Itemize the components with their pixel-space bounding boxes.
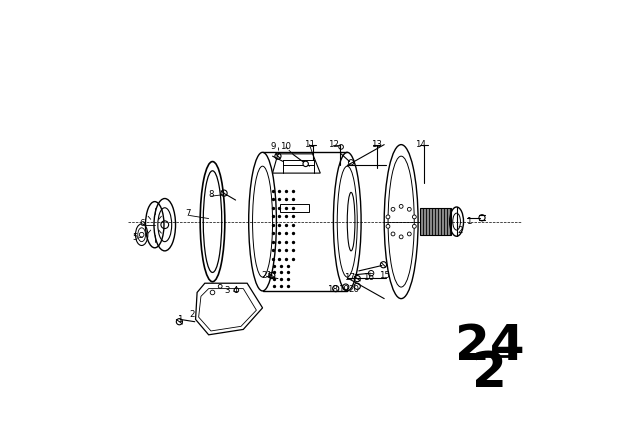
Text: 17: 17 — [344, 273, 355, 282]
Text: 2: 2 — [189, 310, 195, 319]
Text: 10: 10 — [280, 142, 291, 151]
Text: 18: 18 — [327, 285, 338, 294]
Text: 1: 1 — [177, 315, 183, 324]
Text: 24: 24 — [455, 323, 525, 370]
Text: 8: 8 — [208, 190, 214, 199]
Text: 4: 4 — [233, 286, 238, 295]
Text: 13: 13 — [371, 140, 382, 149]
Polygon shape — [420, 208, 451, 236]
Circle shape — [408, 207, 412, 211]
Text: 7: 7 — [185, 209, 191, 219]
Circle shape — [391, 207, 395, 211]
Text: 5: 5 — [132, 233, 138, 241]
Text: 9: 9 — [271, 142, 276, 151]
Text: 15: 15 — [379, 271, 390, 280]
Text: 3: 3 — [225, 286, 230, 295]
Text: 1: 1 — [466, 217, 472, 226]
Text: 12: 12 — [328, 140, 339, 149]
Text: 21: 21 — [261, 271, 272, 280]
Text: 16: 16 — [362, 273, 374, 282]
Polygon shape — [280, 204, 308, 211]
Circle shape — [408, 232, 412, 236]
Circle shape — [412, 224, 416, 228]
Text: 19: 19 — [338, 285, 349, 294]
Circle shape — [412, 215, 416, 219]
Text: 2: 2 — [458, 226, 463, 235]
Text: 14: 14 — [415, 140, 426, 149]
Polygon shape — [198, 289, 257, 331]
Circle shape — [386, 215, 390, 219]
Circle shape — [386, 224, 390, 228]
Text: 6: 6 — [139, 219, 145, 228]
Circle shape — [303, 161, 308, 167]
Circle shape — [399, 204, 403, 208]
Text: 11: 11 — [304, 140, 315, 149]
Text: 20: 20 — [349, 285, 360, 294]
Polygon shape — [196, 283, 262, 335]
Polygon shape — [273, 154, 320, 173]
Circle shape — [391, 232, 395, 236]
Text: 2: 2 — [472, 349, 507, 397]
Circle shape — [399, 235, 403, 239]
